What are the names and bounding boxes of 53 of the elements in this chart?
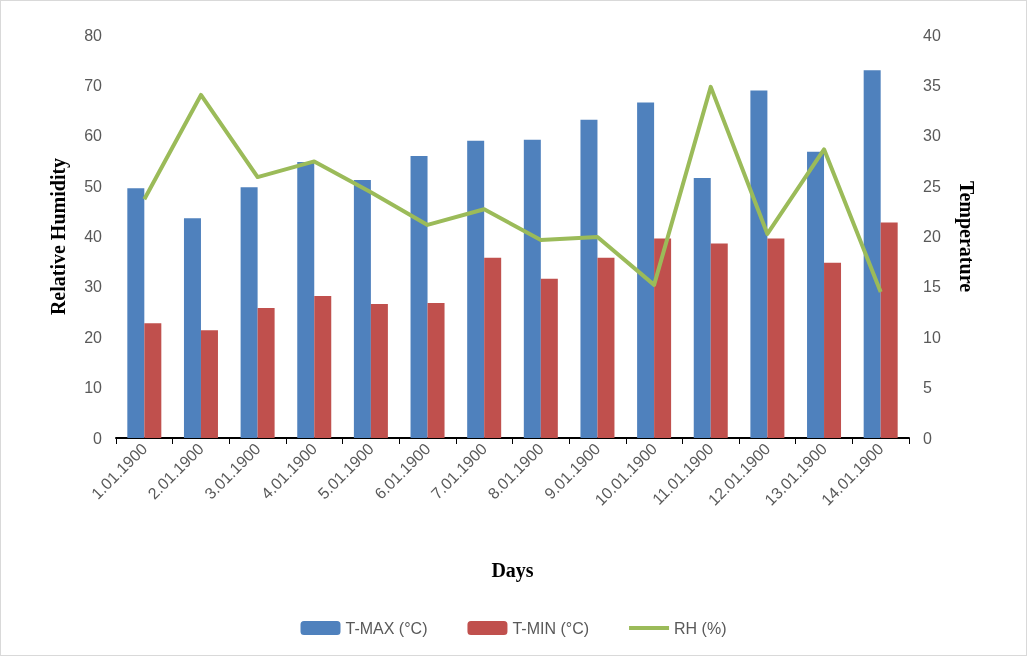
x-axis-title: Days [491,559,534,582]
bar [297,161,315,438]
y2-tick-label: 40 [923,26,941,44]
bar [314,295,332,438]
bar [370,304,388,438]
bar [654,238,672,438]
bar [427,303,445,438]
y2-tick-label: 20 [923,228,941,245]
bar [144,323,162,438]
bar [750,90,768,438]
y-tick-label: 80 [84,26,103,44]
y-axis-title: Relative Humidity [47,157,70,316]
bar [523,139,541,438]
y-tick-label: 40 [84,228,103,245]
line-series [142,84,883,294]
bar [863,70,881,438]
bar [580,119,598,438]
bar [807,151,825,438]
legend-label: RH (%) [674,619,727,637]
y-tick-label: 70 [84,76,103,94]
bar [767,238,785,438]
y-tick-label: 20 [84,328,103,346]
y2-tick-label: 25 [923,177,941,195]
y2-tick-label: 15 [923,278,941,296]
y-tick-label: 0 [93,429,103,447]
bar [880,222,898,438]
bar [257,308,275,438]
y2-tick-label: 0 [923,429,932,447]
bar [693,178,711,438]
bar [353,180,371,438]
bar [540,278,558,438]
bar [710,243,728,438]
bar [824,262,842,438]
bar [240,187,258,438]
y2-tick-label: 10 [923,328,941,346]
bar [597,257,615,438]
y2-tick-label: 35 [923,76,941,94]
y2-axis-title: Temperature [955,180,978,293]
y-tick-label: 60 [84,127,103,145]
bar [127,188,145,438]
y2-tick-label: 30 [923,127,941,145]
y2-tick-label: 5 [923,379,932,397]
legend-label: T-MIN (°C) [512,619,590,637]
bar [183,218,201,438]
bar [637,102,655,438]
bar [484,257,502,438]
bar [410,155,428,438]
bar [467,140,485,438]
y-tick-label: 50 [84,177,103,195]
y-tick-label: 10 [84,379,103,397]
bar [200,330,218,438]
y-tick-label: 30 [84,278,103,296]
legend-label: T-MAX (°C) [345,619,428,637]
